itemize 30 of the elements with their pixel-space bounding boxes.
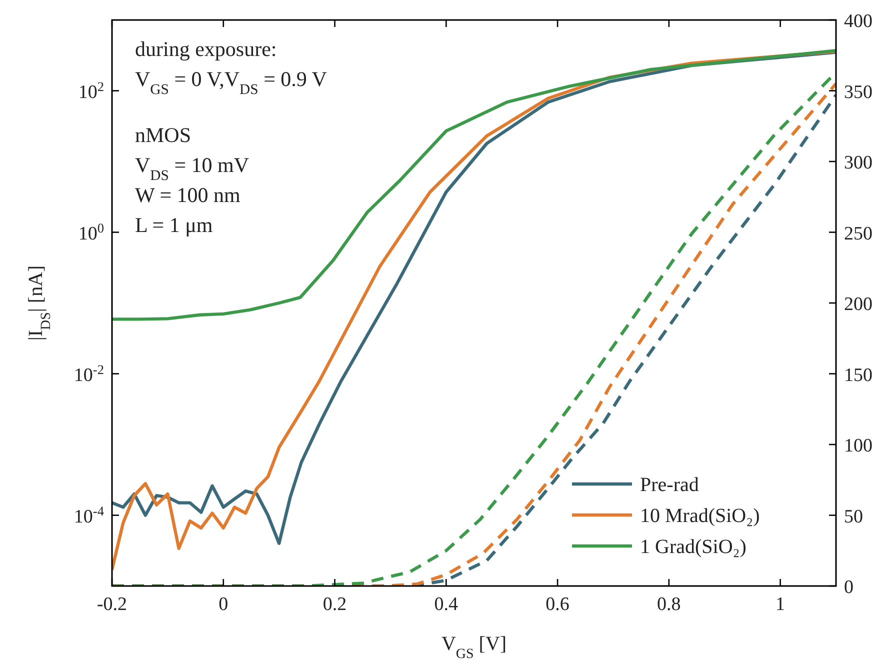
y2-tick-label: 200: [844, 294, 872, 315]
y-tick-label: 10$^{-4}$: [74, 502, 104, 528]
y2-tick-label: 250: [844, 223, 872, 244]
y-tick-label: 10$^{2}$: [78, 78, 104, 103]
x-axis-title: V$_{GS}$ [V]: [441, 633, 507, 662]
x-tick-label: 0.6: [546, 594, 570, 615]
x-tick-label: 0.2: [322, 594, 347, 615]
legend-label: Pre-rad: [640, 474, 699, 496]
y2-tick-label: 0: [844, 577, 854, 598]
y2-tick-label: 300: [844, 152, 872, 174]
annotation: nMOS: [135, 123, 192, 147]
y2-tick-label: 350: [844, 82, 872, 103]
legend-label: 1 Grad(SiO₂): [640, 536, 746, 558]
x-tick-label: 0: [218, 594, 228, 615]
legend-label: 10 Mrad(SiO₂): [640, 505, 760, 527]
x-tick-label: 0.8: [657, 594, 681, 615]
annotation: W = 100 nm: [135, 183, 240, 207]
y2-tick-label: 400: [844, 11, 872, 32]
y-tick-label: 10$^{-2}$: [74, 361, 104, 386]
x-tick-label: -0.2: [96, 594, 128, 615]
y2-tick-label: 150: [844, 364, 872, 386]
annotation: during exposure:: [135, 37, 277, 61]
annotation: L = 1 μm: [135, 213, 213, 237]
annotation: V$_{GS}$ = 0 V,V$_{DS}$ = 0.9 V: [135, 67, 327, 98]
y2-tick-label: 100: [844, 436, 872, 456]
annotation: V$_{DS}$ = 10 mV: [135, 153, 250, 184]
x-tick-label: 1: [776, 594, 786, 615]
y-tick-label: 10$^{0}$: [78, 220, 104, 244]
y2-tick-label: 50: [844, 506, 863, 528]
x-tick-label: 0.4: [434, 594, 459, 615]
